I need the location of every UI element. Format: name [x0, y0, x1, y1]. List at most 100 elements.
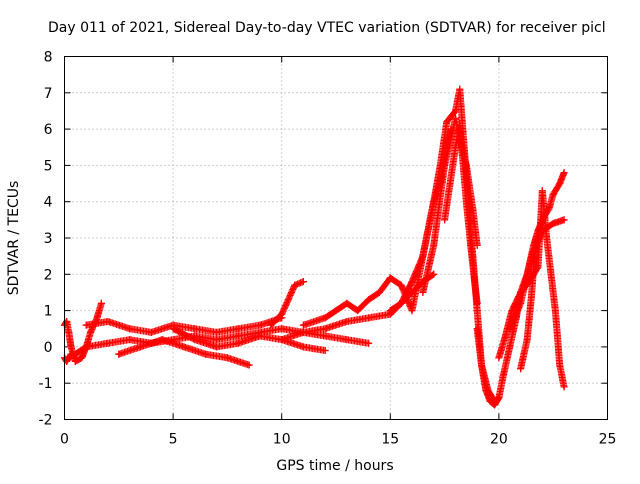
data-point [451, 143, 459, 151]
data-point [549, 190, 557, 198]
data-point [538, 227, 546, 235]
data-point [560, 169, 568, 177]
series-arc15 [506, 216, 568, 333]
data-point [234, 332, 242, 340]
y-tick-label: -1 [39, 376, 53, 392]
data-point [354, 307, 362, 315]
data-point [126, 336, 134, 344]
plot-frame [64, 56, 608, 420]
data-point [126, 325, 134, 333]
data-point [213, 336, 221, 344]
data-point [523, 336, 531, 344]
y-tick-label: 7 [44, 86, 53, 102]
data-point [506, 343, 514, 351]
data-point [408, 307, 416, 315]
data-point [491, 397, 499, 405]
data-point [441, 161, 449, 169]
data-point [386, 274, 394, 282]
data-point [278, 310, 286, 318]
chart-title: Day 011 of 2021, Sidereal Day-to-day VTE… [48, 20, 606, 36]
data-point [191, 325, 199, 333]
y-tick-label: 3 [44, 231, 53, 247]
data-point [495, 394, 503, 402]
data-point [386, 307, 394, 315]
data-point [430, 198, 438, 206]
data-point [223, 354, 231, 362]
data-point [473, 325, 481, 333]
series-arc12 [441, 121, 481, 307]
data-point [408, 278, 416, 286]
data-point [549, 219, 557, 227]
data-point [256, 332, 264, 340]
data-point [278, 336, 286, 344]
data-point [78, 354, 86, 362]
data-point [321, 332, 329, 340]
data-point [213, 343, 221, 351]
data-point [538, 187, 546, 195]
data-point [534, 263, 542, 271]
y-tick-label: 8 [44, 50, 53, 66]
y-tick-label: 2 [44, 267, 53, 283]
data-point [451, 114, 459, 122]
data-point [556, 180, 564, 188]
data-point [343, 336, 351, 344]
data-point [87, 328, 95, 336]
y-tick-label: 1 [44, 304, 53, 320]
data-point [478, 361, 486, 369]
data-point [343, 299, 351, 307]
data-point [299, 278, 307, 286]
data-point [115, 350, 123, 358]
series-arc5 [115, 336, 253, 369]
y-tick-label: 6 [44, 122, 53, 138]
data-point [365, 339, 373, 347]
data-point [147, 328, 155, 336]
data-point [473, 307, 481, 315]
data-point [419, 288, 427, 296]
data-point [65, 328, 73, 336]
data-point [471, 281, 479, 289]
data-point [97, 299, 105, 307]
data-point [545, 205, 553, 213]
data-point [517, 365, 525, 373]
series-arc16 [517, 234, 540, 373]
x-axis-label: GPS time / hours [276, 458, 393, 474]
data-point [443, 118, 451, 126]
data-point [473, 299, 481, 307]
y-tick-label: 5 [44, 158, 53, 174]
data-point [365, 314, 373, 322]
data-point [158, 336, 166, 344]
y-tick-label: 0 [44, 340, 53, 356]
series-arc6 [169, 325, 329, 355]
data-point [104, 339, 112, 347]
data-point [547, 270, 555, 278]
data-point [256, 321, 264, 329]
data-point [291, 281, 299, 289]
data-point [430, 241, 438, 249]
data-point [321, 314, 329, 322]
data-point [397, 299, 405, 307]
data-point [202, 350, 210, 358]
y-tick-label: 4 [44, 195, 53, 211]
y-axis-label: SDTVAR / TECUs [6, 181, 22, 296]
y-tick-label: -2 [39, 413, 53, 429]
data-series [61, 85, 568, 409]
data-point [82, 321, 90, 329]
data-point [495, 354, 503, 362]
data-point [543, 234, 551, 242]
data-point [82, 343, 90, 351]
data-point [551, 307, 559, 315]
data-point [332, 307, 340, 315]
data-point [321, 347, 329, 355]
data-point [213, 328, 221, 336]
data-point [430, 270, 438, 278]
data-point [451, 107, 459, 115]
data-point [180, 343, 188, 351]
data-point [267, 321, 275, 329]
data-point [278, 325, 286, 333]
x-tick-label: 25 [599, 432, 617, 448]
data-point [234, 325, 242, 333]
data-point [419, 252, 427, 260]
data-point [456, 121, 464, 129]
x-tick-label: 15 [381, 432, 399, 448]
